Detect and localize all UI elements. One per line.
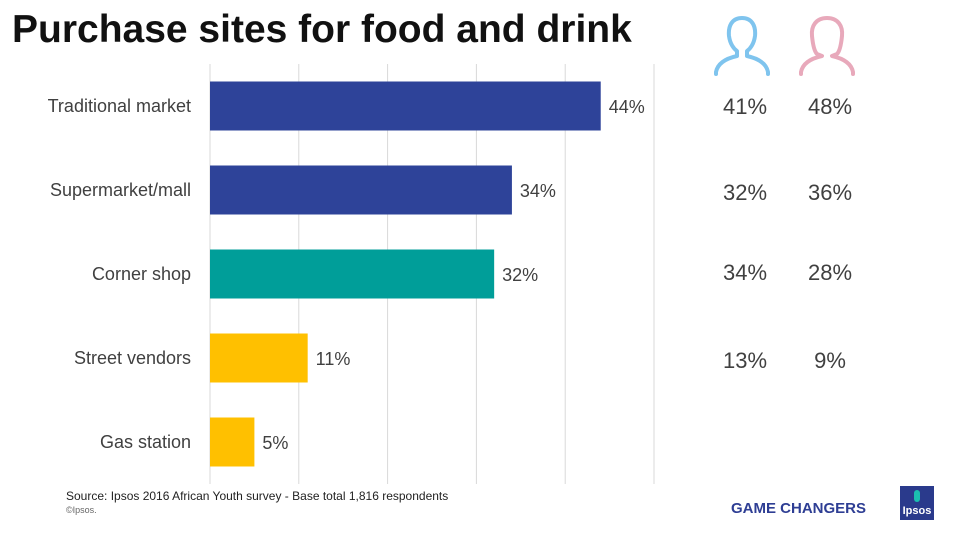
category-label: Gas station [100,432,191,452]
category-label: Street vendors [74,348,191,368]
bar [210,417,255,467]
bar [210,81,601,131]
data-label: 32% [502,265,538,285]
male-pct-supermarket-mall: 32% [722,180,768,205]
male-pct-street-vendors: 13% [722,348,768,373]
page-title: Purchase sites for food and drink [12,8,632,51]
category-label: Traditional market [48,96,191,116]
data-label: 44% [609,97,645,117]
data-label: 34% [520,181,556,201]
female-pct-traditional-market: 48% [807,94,853,119]
female-pct-corner-shop: 28% [807,260,853,285]
bar [210,249,495,299]
ipsos-logo: Ipsos [900,486,934,520]
category-label: Corner shop [92,264,191,284]
female-pct-supermarket-mall: 36% [807,180,853,205]
data-label: 11% [316,349,351,369]
female-person-icon [799,16,855,76]
data-label: 5% [262,433,288,453]
male-person-icon [714,16,770,76]
bar [210,165,512,215]
category-label: Supermarket/mall [50,180,191,200]
male-pct-traditional-market: 41% [722,94,768,119]
brand-tagline: GAME CHANGERS [731,500,867,517]
source-note: Source: Ipsos 2016 African Youth survey … [66,489,449,503]
copyright-note: ©Ipsos. [66,505,97,515]
female-pct-street-vendors: 9% [814,348,846,373]
bar [210,333,308,383]
male-pct-corner-shop: 34% [722,260,768,285]
